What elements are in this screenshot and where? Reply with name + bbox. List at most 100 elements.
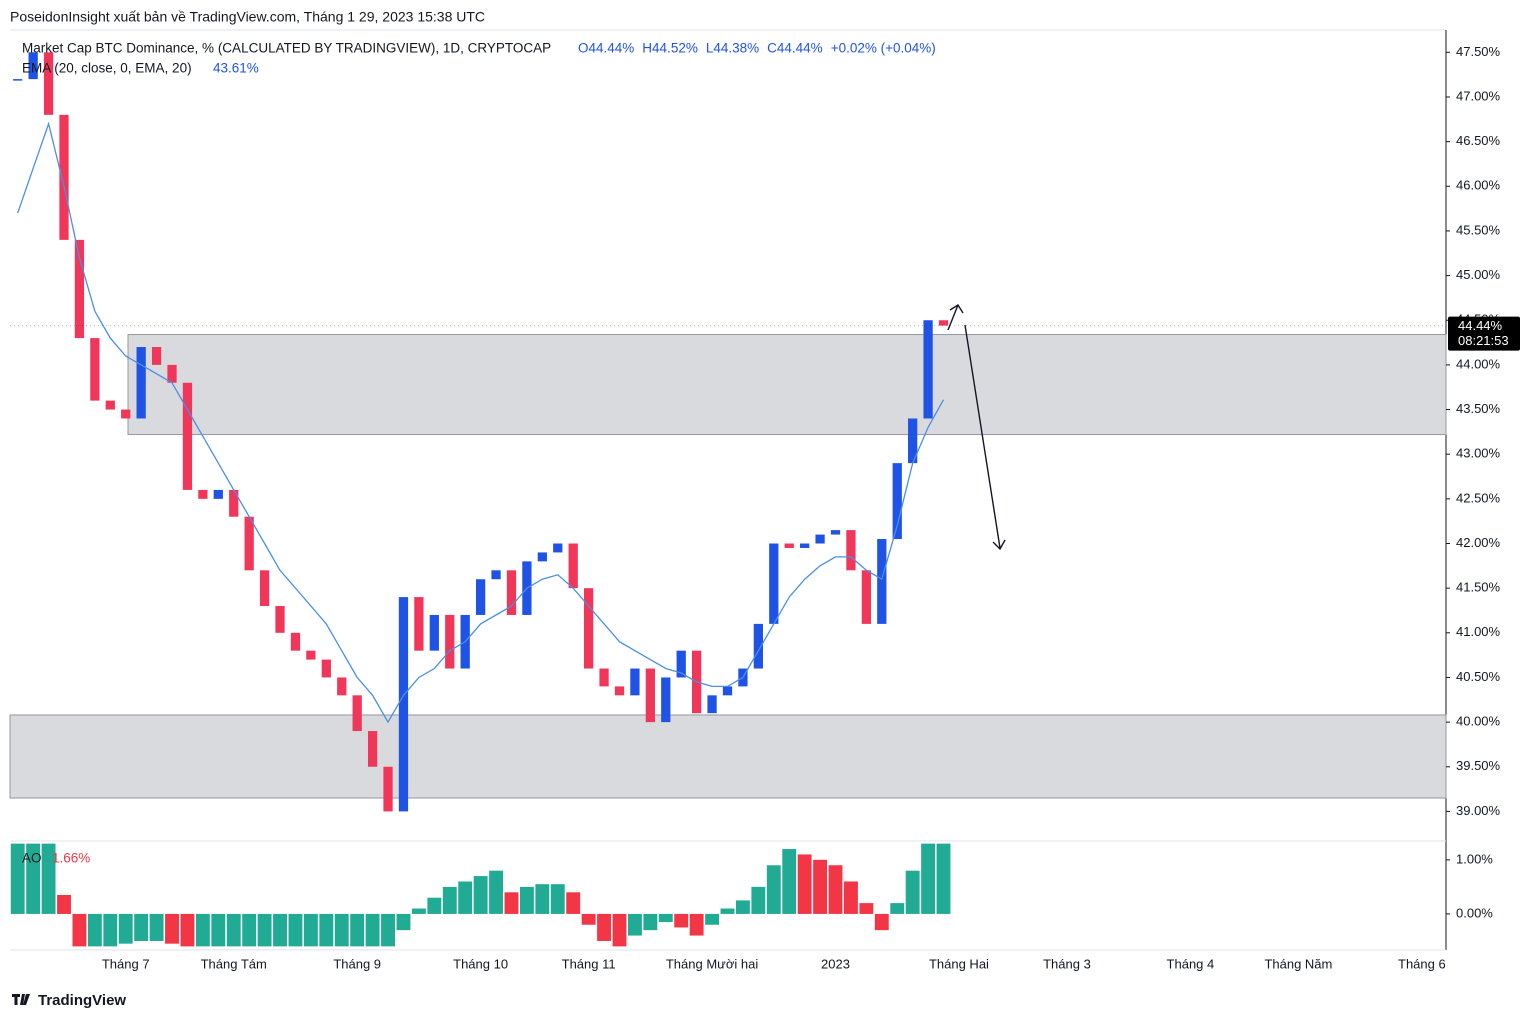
y-tick-label: 42.50% [1456, 490, 1501, 505]
y-tick-label: 1.00% [1456, 851, 1493, 866]
ao-bar [890, 903, 905, 914]
ohlc-value: +0.02% (+0.04%) [831, 41, 936, 56]
ao-bar [87, 913, 102, 947]
ao-bar [288, 913, 303, 947]
y-tick-label: 41.50% [1456, 580, 1501, 595]
y-tick-label: 41.00% [1456, 624, 1501, 639]
candle [198, 489, 208, 499]
ao-bar [427, 897, 442, 914]
ao-bar [489, 870, 503, 914]
y-tick-label: 39.50% [1456, 758, 1501, 773]
y-tick-label: 40.50% [1456, 669, 1501, 684]
ao-bar [566, 892, 581, 914]
candle [537, 552, 547, 562]
ao-bar [257, 913, 272, 947]
ao-bar [381, 913, 395, 947]
ao-bar [797, 854, 812, 914]
candle [229, 489, 239, 517]
y-tick-label: 0.00% [1456, 905, 1493, 920]
ao-bar [504, 892, 519, 914]
ao-bar [319, 913, 334, 947]
candle [645, 668, 655, 723]
candle [830, 530, 841, 535]
ao-bar [905, 870, 920, 914]
candle [352, 695, 362, 732]
x-tick-label: Tháng 7 [102, 956, 150, 971]
y-tick-label: 47.50% [1456, 44, 1501, 59]
ao-bar [843, 881, 858, 914]
last-price-label: 44.44% [1458, 318, 1503, 333]
candle [846, 530, 856, 571]
x-tick-label: Tháng 9 [333, 956, 381, 971]
candle [769, 543, 779, 624]
last-price-box [1448, 316, 1520, 351]
candle [923, 320, 933, 419]
y-tick-label: 47.00% [1456, 88, 1501, 103]
candle [43, 52, 54, 115]
candle [475, 579, 486, 615]
ao-bar [658, 913, 673, 923]
ao-bar [936, 843, 951, 914]
legend-title: Market Cap BTC Dominance, % (CALCULATED … [22, 41, 551, 56]
y-tick-label: 45.50% [1456, 222, 1501, 237]
ohlc-value: H44.52% [642, 41, 698, 56]
ao-bar [643, 913, 658, 931]
candle [800, 543, 810, 548]
candle [90, 338, 100, 401]
ao-bar [26, 843, 41, 914]
ao-bar [350, 913, 365, 947]
candle [630, 668, 640, 696]
candle [877, 539, 887, 624]
candle [892, 463, 902, 540]
ao-bar [273, 913, 287, 947]
y-tick-label: 43.00% [1456, 446, 1501, 461]
ao-bar [72, 913, 87, 947]
x-tick-label: Tháng Tám [201, 956, 267, 971]
y-tick-label: 45.00% [1456, 267, 1501, 282]
candle [213, 489, 223, 499]
ao-bar [612, 913, 627, 947]
candle [167, 364, 177, 383]
ao-bar [242, 913, 257, 947]
annotation-arrows [947, 304, 1006, 551]
arrow-down [964, 324, 1001, 549]
candle [337, 677, 347, 696]
y-tick-label: 44.00% [1456, 356, 1501, 371]
candle [367, 731, 378, 767]
x-tick-label: Tháng Năm [1264, 956, 1332, 971]
ao-bar [535, 884, 550, 914]
x-tick-label: Tháng Mười hai [666, 956, 758, 971]
ao-bar [10, 843, 25, 914]
candle [244, 516, 254, 571]
main-pane [9, 52, 1447, 947]
arrow-up [947, 304, 959, 331]
x-tick-label: Tháng 4 [1167, 956, 1215, 971]
candle [74, 239, 85, 339]
ema-legend: EMA (20, close, 0, EMA, 20) [22, 61, 192, 76]
brand-logo [12, 994, 30, 1005]
publisher: PoseidonInsight xuất bản về TradingView.… [10, 9, 485, 25]
ao-bar [751, 886, 766, 914]
ao-bar [597, 913, 612, 941]
ao-bar [519, 886, 534, 914]
y-tick-label: 39.00% [1456, 803, 1501, 818]
brand-name: TradingView [38, 992, 126, 1009]
ao-bar [766, 865, 781, 914]
zone [9, 714, 1447, 799]
candle [414, 597, 424, 651]
ohlc-value: O44.44% [578, 41, 634, 56]
candle [553, 543, 563, 553]
ao-bar [165, 913, 179, 944]
y-tick-label: 46.00% [1456, 178, 1501, 193]
x-axis: Tháng 7 Tháng Tám Tháng 9 Tháng 10 Tháng 11 T… [102, 956, 1446, 971]
ao-bar [411, 908, 426, 914]
candle [599, 668, 609, 687]
candle [491, 570, 501, 580]
ao-bar [458, 881, 473, 914]
ao-bar [211, 913, 226, 947]
candle [753, 623, 763, 669]
ao-bar [782, 849, 797, 914]
ao-bar [226, 913, 241, 947]
